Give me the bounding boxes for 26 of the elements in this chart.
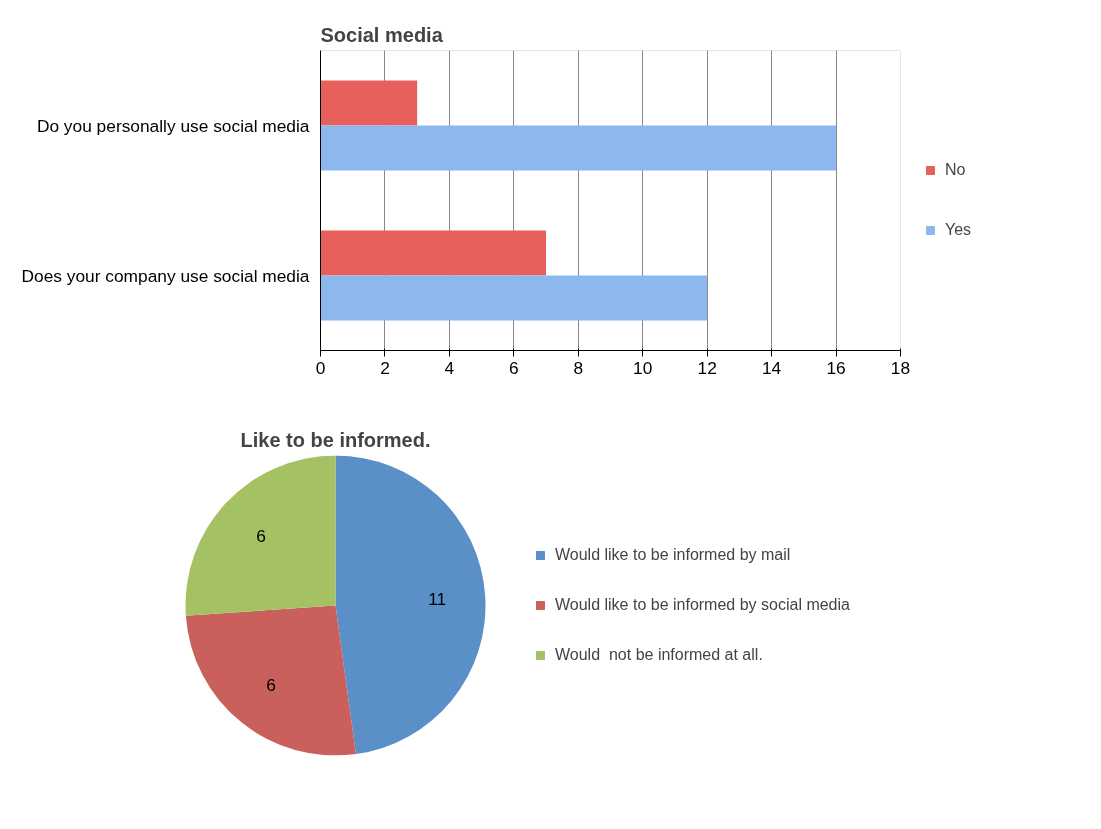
x-tick-label: 6	[509, 357, 519, 378]
data-label: 6	[256, 525, 266, 546]
bar	[320, 125, 837, 171]
x-tick-label: 4	[444, 357, 455, 378]
x-tick-label: 8	[573, 357, 584, 378]
bar	[320, 230, 547, 276]
chart-title: Like to be informed.	[240, 428, 431, 451]
x-tick-label: 0	[315, 357, 326, 378]
x-tick-label: 14	[761, 357, 782, 378]
chart-title: Social media	[320, 23, 444, 46]
data-label: 11	[428, 588, 447, 609]
bar	[320, 275, 708, 321]
x-tick-label: 10	[633, 357, 653, 378]
x-tick-label: 16	[826, 357, 846, 378]
x-tick-label: 12	[697, 357, 717, 378]
y-tick-label: Does your company use social media	[21, 265, 310, 286]
data-label: 6	[266, 674, 276, 695]
legend-label: Would like to be informed by mail	[555, 546, 791, 564]
x-tick-label: 18	[890, 357, 911, 378]
y-tick-label: Do you personally use social media	[36, 115, 310, 136]
x-tick-label: 2	[380, 357, 390, 378]
legend-label: Would like to be informed by social media	[555, 596, 850, 614]
bar	[320, 80, 418, 126]
legend-label: Yes	[945, 221, 972, 239]
legend-label: Would not be informed at all.	[555, 646, 763, 664]
legend-label: No	[945, 161, 966, 179]
